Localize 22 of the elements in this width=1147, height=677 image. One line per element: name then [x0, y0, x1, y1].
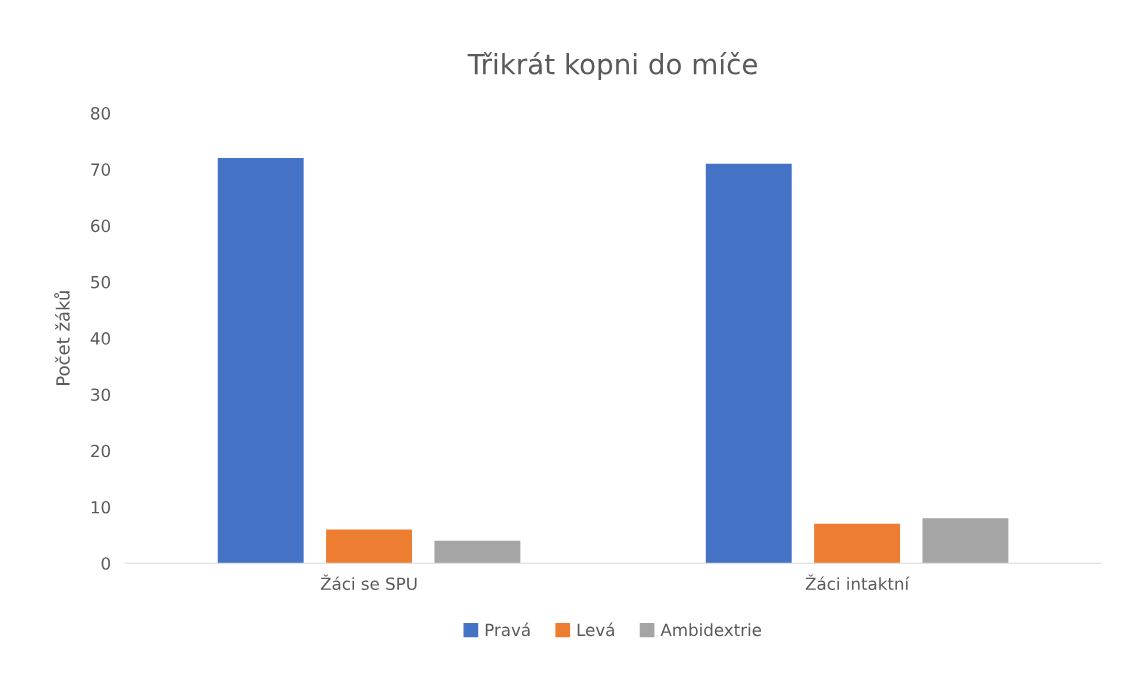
chart-title: Třikrát kopni do míče — [467, 51, 757, 80]
y-tick-label: 60 — [91, 219, 111, 233]
legend-label: Pravá — [485, 622, 530, 637]
bar — [922, 518, 1009, 564]
bar — [434, 540, 521, 564]
bar — [705, 163, 792, 564]
y-tick-label: 30 — [91, 388, 111, 402]
y-tick-label: 80 — [91, 107, 111, 120]
y-tick-label: 50 — [91, 275, 111, 289]
bar — [814, 523, 901, 564]
y-tick-label: 10 — [91, 500, 111, 514]
y-tick-label: 70 — [91, 163, 111, 176]
y-tick-label: 20 — [91, 444, 111, 458]
y-axis-title: Počet žáků — [54, 291, 70, 385]
bar — [326, 529, 412, 564]
legend-label: Ambidextrie — [660, 623, 762, 637]
y-tick-label: 40 — [90, 332, 111, 345]
x-tick-label: Žáci se SPU — [320, 574, 417, 591]
bar — [217, 158, 304, 564]
y-tick-label: 0 — [101, 557, 111, 570]
legend-label: Levá — [577, 622, 614, 637]
x-tick-label: Žáci intaktní — [805, 574, 910, 591]
